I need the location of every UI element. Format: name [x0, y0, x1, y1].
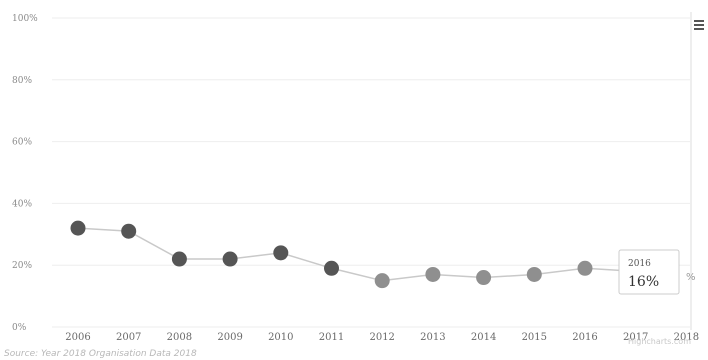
- right-side-label: %: [686, 272, 696, 283]
- x-tick-label: 2008: [167, 332, 192, 343]
- series-points: [70, 220, 644, 289]
- hamburger-menu-icon[interactable]: [692, 18, 706, 32]
- data-point[interactable]: [577, 260, 593, 276]
- x-tick-label: 2010: [268, 332, 293, 343]
- tooltip: 2016 16%: [618, 249, 680, 295]
- tooltip-label: 2016: [628, 259, 651, 269]
- x-tick-label: 2016: [572, 332, 597, 343]
- x-tick-label: 2017: [623, 332, 648, 343]
- data-point[interactable]: [374, 273, 390, 289]
- x-axis-ticks: 2006 2007 2008 2009 2010 2011 2012 2013 2014 2015…: [65, 332, 699, 343]
- data-point[interactable]: [324, 260, 339, 276]
- data-point[interactable]: [526, 266, 542, 282]
- x-tick-label: 2013: [420, 332, 445, 343]
- x-tick-label: 2015: [522, 332, 547, 343]
- y-tick-label: 100%: [12, 14, 38, 24]
- x-tick-label: 2007: [116, 332, 141, 343]
- data-point[interactable]: [222, 251, 238, 267]
- x-tick-label: 2009: [217, 332, 242, 343]
- y-tick-label: 80%: [12, 76, 32, 86]
- data-point[interactable]: [425, 266, 441, 282]
- x-tick-label: 2018: [674, 332, 699, 343]
- y-tick-label: 0%: [12, 323, 27, 333]
- x-tick-label: 2012: [369, 332, 394, 343]
- y-tick-label: 60%: [12, 138, 32, 148]
- chart-credit[interactable]: Highcharts.com: [628, 337, 691, 346]
- data-point[interactable]: [121, 223, 137, 239]
- data-point[interactable]: [273, 245, 289, 261]
- x-tick-label: 2006: [65, 332, 90, 343]
- y-axis-ticks: 0% 20% 40% 60% 80% 100%: [12, 14, 38, 333]
- tooltip-box: [618, 249, 680, 295]
- series-line: [77, 227, 636, 282]
- data-point[interactable]: [476, 270, 492, 286]
- data-point[interactable]: [70, 220, 86, 236]
- tooltip-value: 16%: [628, 274, 659, 290]
- x-tick-label: 2011: [319, 332, 344, 343]
- y-tick-label: 40%: [12, 199, 32, 209]
- source-note: Source: Year 2018 Organisation Data 2018: [4, 349, 197, 359]
- data-point[interactable]: [171, 251, 187, 267]
- grid-lines: [52, 17, 690, 328]
- y-tick-label: 20%: [12, 261, 32, 271]
- x-tick-label: 2014: [471, 332, 496, 343]
